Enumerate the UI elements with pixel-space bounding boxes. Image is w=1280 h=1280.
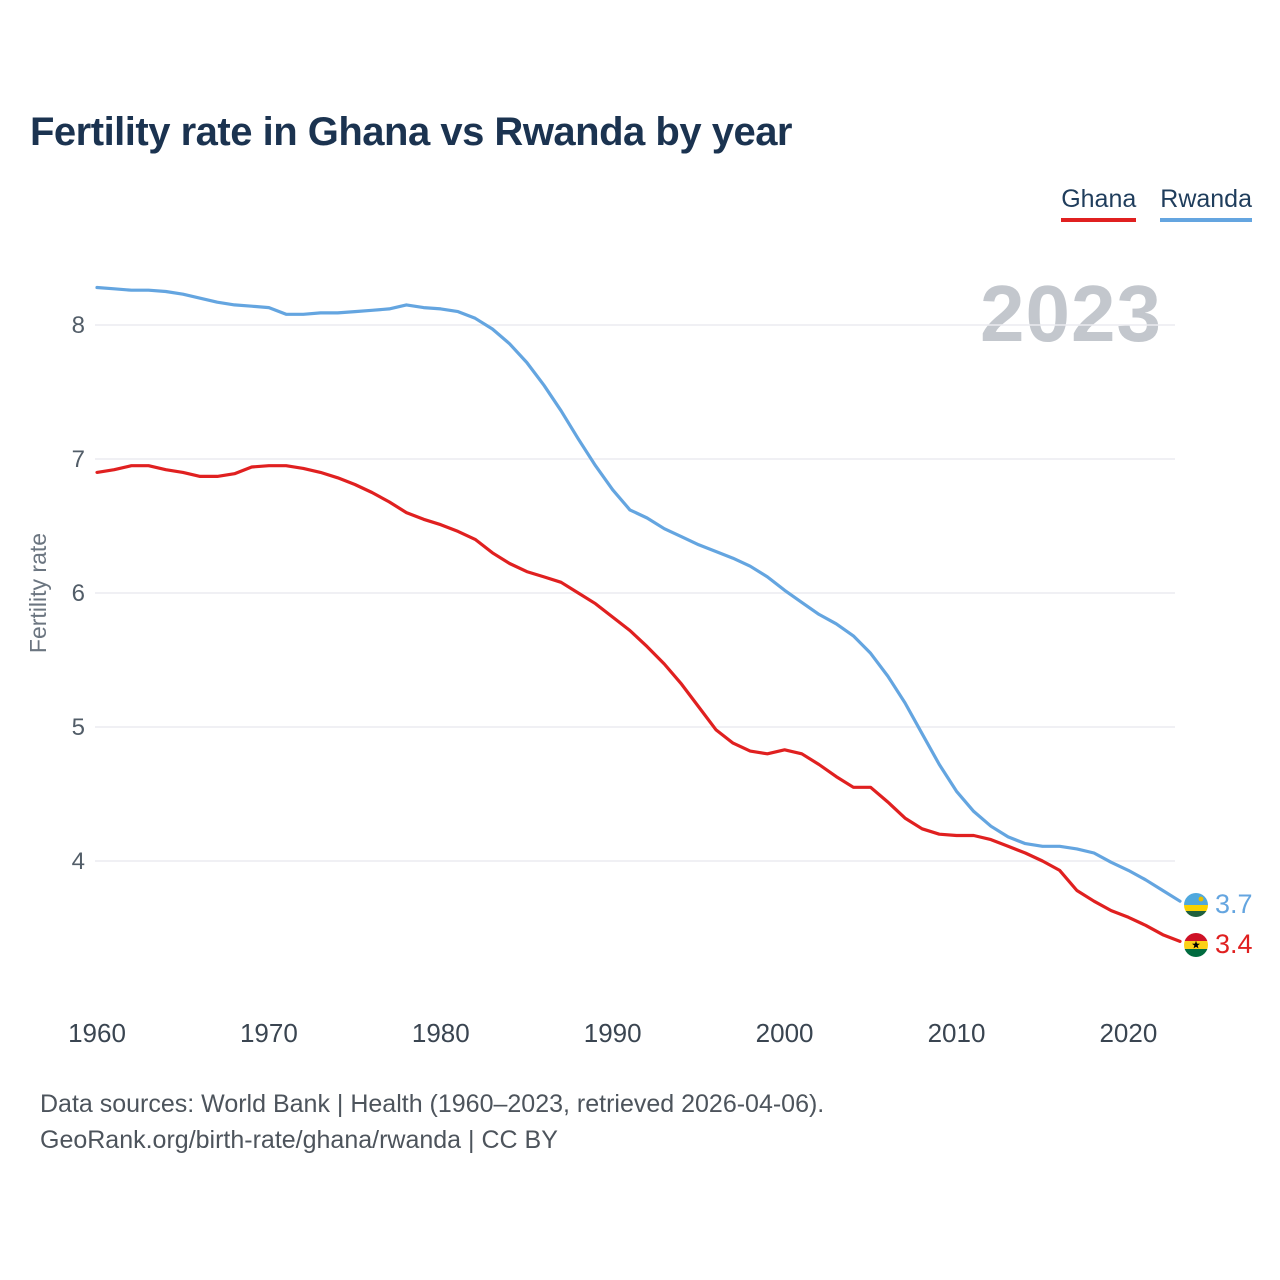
footer-sources-line: Data sources: World Bank | Health (1960–… — [40, 1090, 825, 1118]
chart-title: Fertility rate in Ghana vs Rwanda by yea… — [30, 110, 793, 154]
svg-text:1990: 1990 — [584, 1018, 642, 1048]
svg-text:6: 6 — [72, 580, 85, 607]
svg-text:1980: 1980 — [412, 1018, 470, 1048]
footer: Data sources: World Bank | Health (1960–… — [40, 1086, 824, 1159]
legend: Ghana Rwanda — [1061, 185, 1252, 222]
svg-text:1970: 1970 — [240, 1018, 298, 1048]
svg-text:Fertility rate: Fertility rate — [25, 533, 51, 653]
legend-item-ghana[interactable]: Ghana — [1061, 185, 1137, 222]
svg-text:5: 5 — [72, 714, 85, 741]
svg-text:2010: 2010 — [928, 1018, 986, 1048]
year-watermark: 2023 — [980, 269, 1162, 358]
svg-text:4: 4 — [72, 848, 85, 875]
svg-text:1960: 1960 — [68, 1018, 126, 1048]
end-label-rwanda: 3.7 — [1184, 889, 1253, 920]
footer-attribution-line: GeoRank.org/birth-rate/ghana/rwanda | CC… — [40, 1126, 558, 1155]
end-label-ghana: 3.4 — [1184, 929, 1253, 960]
svg-text:7: 7 — [72, 446, 85, 473]
ghana-flag-icon — [1184, 932, 1208, 957]
ghana-end-value: 3.4 — [1215, 929, 1253, 959]
legend-item-rwanda[interactable]: Rwanda — [1160, 185, 1252, 222]
svg-text:2000: 2000 — [756, 1018, 814, 1048]
rwanda-end-value: 3.7 — [1215, 889, 1253, 919]
rwanda-flag-icon — [1184, 892, 1208, 917]
svg-text:2020: 2020 — [1099, 1018, 1157, 1048]
svg-text:8: 8 — [72, 312, 85, 339]
